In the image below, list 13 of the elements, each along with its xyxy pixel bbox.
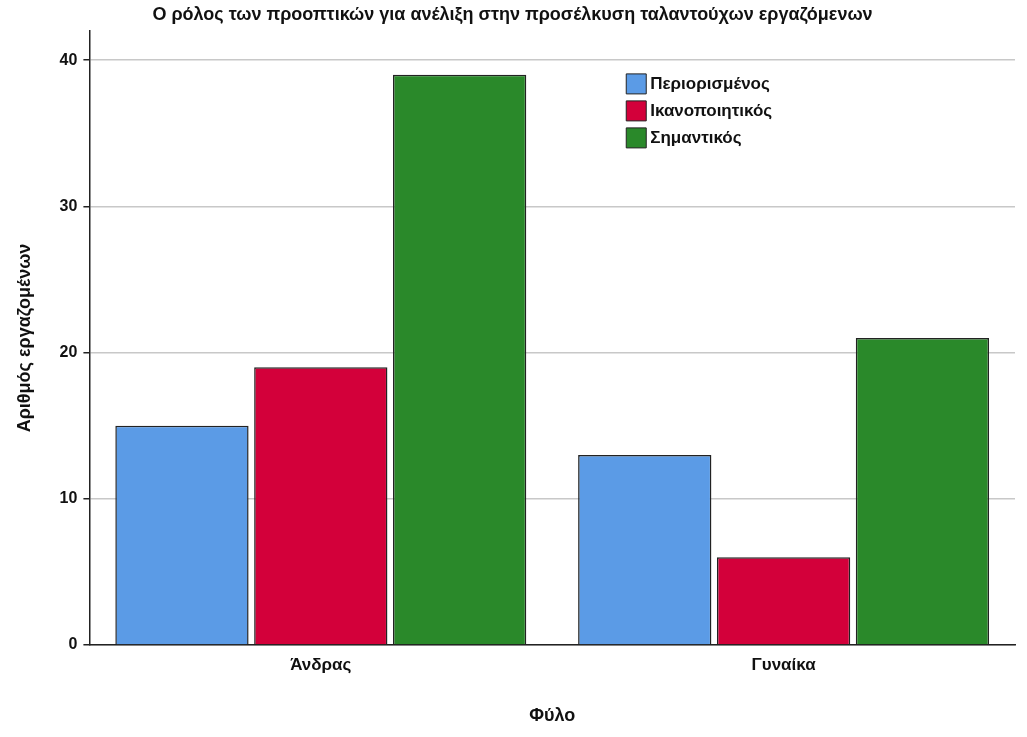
legend-label: Σημαντικός [650,127,742,147]
legend-label: Περιορισμένος [650,73,770,93]
y-tick-label: 40 [59,50,78,68]
y-tick-label: 0 [68,635,78,653]
legend-label: Ικανοποιητικός [650,100,773,120]
x-tick-label: Άνδρας [290,654,352,674]
x-tick-label: Γυναίκα [751,654,817,674]
chart-title: Ο ρόλος των προοπτικών για ανέλιξη στην προσέλκυση ταλαντούχων εργαζόμενων [152,4,873,26]
y-axis-title: Αριθμός εργαζομένων [13,243,35,433]
x-axis-title: Φύλο [529,705,576,726]
y-tick-label: 10 [59,489,78,507]
y-tick-label: 30 [59,196,78,214]
y-tick-label: 20 [59,342,78,360]
